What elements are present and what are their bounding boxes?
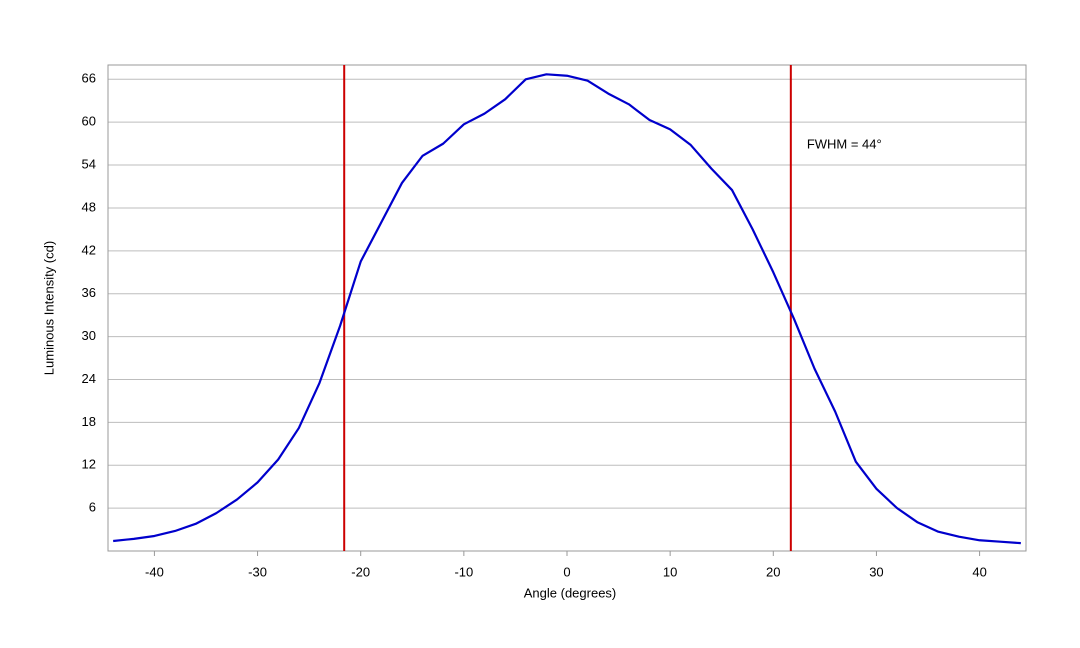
y-tick-label: 54 [82, 156, 96, 171]
annotation: FWHM = 44° [807, 136, 882, 151]
y-tick-label: 18 [82, 414, 96, 429]
y-tick-label: 48 [82, 199, 96, 214]
y-tick-label: 42 [82, 242, 96, 257]
intensity-curve [113, 73, 1021, 545]
plot-frame [107, 64, 1027, 552]
y-tick-label: 30 [82, 328, 96, 343]
y-tick-label: 6 [89, 500, 96, 515]
x-tick-label: 0 [563, 564, 570, 579]
y-axis-label: Luminous Intensity (cd) [41, 241, 56, 375]
x-tick-label: 10 [663, 564, 677, 579]
x-axis-label: Angle (degrees) [524, 585, 617, 600]
y-tick-label: 36 [82, 285, 96, 300]
x-tick-label: 30 [869, 564, 883, 579]
x-tick-label: -30 [248, 564, 267, 579]
y-tick-label: 24 [82, 371, 96, 386]
y-tick-label: 12 [82, 457, 96, 472]
x-tick-label: -40 [145, 564, 164, 579]
x-tick-label: 20 [766, 564, 780, 579]
x-tick-label: 40 [972, 564, 986, 579]
y-tick-label: 66 [82, 71, 96, 86]
x-tick-label: -20 [351, 564, 370, 579]
y-tick-label: 60 [82, 114, 96, 129]
x-tick-label: -10 [454, 564, 473, 579]
